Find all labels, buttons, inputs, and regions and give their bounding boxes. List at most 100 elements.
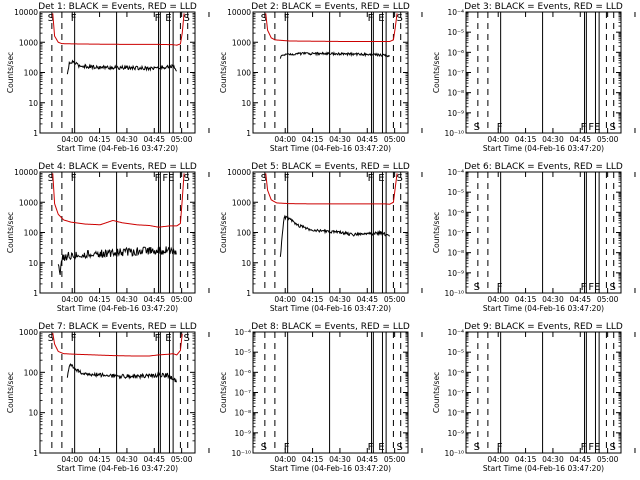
event-marker-label: F <box>71 173 77 184</box>
y-tick-label: 10⁻⁴ <box>447 328 464 337</box>
y-tick-label: 10⁻¹⁰ <box>444 129 464 138</box>
y-tick-label: 10⁻⁶ <box>447 208 464 217</box>
plot-frame <box>252 331 409 454</box>
x-tick-label: 04:30 <box>116 295 138 304</box>
lld-series-line <box>52 13 185 46</box>
detector-chart: Det 1: BLACK = Events, RED = LLD 1 10 100 10… <box>6 2 210 153</box>
event-marker-label: S <box>184 173 190 184</box>
chart-title: Det 3: BLACK = Events, RED = LLD <box>464 2 623 12</box>
x-axis-label: Start Time (04-Feb-16 03:47:20) <box>270 304 391 313</box>
y-tick-label: 10⁻⁶ <box>447 48 464 57</box>
event-marker-label: FE <box>588 282 600 293</box>
y-tick-label: 100 <box>24 368 39 377</box>
x-tick-label: 04:30 <box>329 135 351 144</box>
x-tick-label: 04:45 <box>143 135 165 144</box>
y-tick-label: 10⁻⁹ <box>447 109 464 118</box>
chart-title: Det 2: BLACK = Events, RED = LLD <box>251 2 410 12</box>
y-tick-label: 10⁻⁹ <box>447 429 464 438</box>
event-marker-label: S <box>474 122 480 133</box>
y-tick-label: 10⁻⁴ <box>447 168 464 177</box>
event-marker-label: E <box>165 333 171 344</box>
y-tick-label: 1 <box>246 129 251 138</box>
event-marker-label: F <box>284 13 290 24</box>
y-tick-label: 10⁻¹⁰ <box>444 289 464 298</box>
x-tick-label: 04:00 <box>487 135 509 144</box>
detector-panel: Det 1: BLACK = Events, RED = LLD 1 10 100 10… <box>0 0 213 160</box>
y-tick-label: 10000 <box>227 168 251 177</box>
event-marker-label: S <box>474 282 480 293</box>
lld-series-line <box>52 173 185 228</box>
x-axis-label: Start Time (04-Feb-16 03:47:20) <box>57 144 178 153</box>
detector-panel: Det 3: BLACK = Events, RED = LLD 10⁻¹⁰ 10⁻… <box>426 0 639 160</box>
y-tick-label: 10⁻⁷ <box>447 229 464 238</box>
event-marker-label: F <box>497 122 503 133</box>
x-tick-label: 05:00 <box>171 455 193 464</box>
event-marker-label: S <box>474 442 480 453</box>
y-tick-label: 1 <box>33 449 38 458</box>
x-tick-label: 05:00 <box>384 295 406 304</box>
y-tick-label: 10⁻⁵ <box>234 348 251 357</box>
event-marker-label: E <box>165 13 171 24</box>
y-tick-label: 1 <box>246 289 251 298</box>
y-tick-label: 10⁻⁸ <box>447 409 464 418</box>
plot-frame <box>465 331 622 454</box>
y-axis-label: Counts/sec <box>6 52 15 93</box>
y-tick-label: 1000 <box>19 198 38 207</box>
plot-frame <box>465 171 622 294</box>
x-tick-label: 04:15 <box>515 455 537 464</box>
y-tick-label: 10 <box>241 99 251 108</box>
y-tick-label: 10⁻⁶ <box>234 368 251 377</box>
x-tick-label: 04:45 <box>356 135 378 144</box>
event-marker-label: S <box>261 173 267 184</box>
event-marker-label: F <box>497 282 503 293</box>
y-tick-label: 1000 <box>232 38 251 47</box>
detector-chart: Det 5: BLACK = Events, RED = LLD 1 10 100 10… <box>219 162 423 313</box>
x-tick-label: 05:00 <box>171 135 193 144</box>
y-tick-label: 10⁻⁸ <box>234 409 251 418</box>
x-tick-label: 05:00 <box>597 295 619 304</box>
lld-series-line <box>265 173 398 205</box>
event-marker-label: S <box>48 173 54 184</box>
x-axis-label: Start Time (04-Feb-16 03:47:20) <box>483 304 604 313</box>
y-axis-label: Counts/sec <box>6 212 15 253</box>
event-marker-label: F <box>155 13 161 24</box>
x-tick-label: 04:30 <box>542 135 564 144</box>
events-series-line <box>57 246 177 276</box>
x-tick-label: 04:00 <box>61 135 83 144</box>
x-tick-label: 05:00 <box>384 135 406 144</box>
y-axis-label: Counts/sec <box>219 52 228 93</box>
y-tick-label: 10⁻⁷ <box>447 69 464 78</box>
event-marker-label: S <box>610 442 616 453</box>
x-tick-label: 04:45 <box>143 295 165 304</box>
event-marker-label: F <box>368 13 374 24</box>
x-axis-label: Start Time (04-Feb-16 03:47:20) <box>483 144 604 153</box>
x-axis-label: Start Time (04-Feb-16 03:47:20) <box>57 464 178 473</box>
detector-panel: Det 9: BLACK = Events, RED = LLD 10⁻¹⁰ 10⁻… <box>426 320 639 480</box>
event-marker-label: FE <box>588 122 600 133</box>
chart-title: Det 8: BLACK = Events, RED = LLD <box>251 322 410 332</box>
x-tick-label: 04:00 <box>274 295 296 304</box>
y-tick-label: 10⁻⁵ <box>447 28 464 37</box>
x-tick-label: 04:45 <box>356 455 378 464</box>
event-marker-label: FE <box>162 173 174 184</box>
event-marker-label: S <box>184 333 190 344</box>
y-tick-label: 10⁻⁸ <box>447 249 464 258</box>
y-tick-label: 10000 <box>227 8 251 17</box>
x-tick-label: 05:00 <box>171 295 193 304</box>
x-tick-label: 04:15 <box>515 295 537 304</box>
y-tick-label: 1 <box>33 129 38 138</box>
x-tick-label: 04:30 <box>116 135 138 144</box>
x-tick-label: 04:00 <box>61 295 83 304</box>
y-axis-label: Counts/sec <box>432 212 441 253</box>
detector-panel: Det 7: BLACK = Events, RED = LLD 1 10 100 10… <box>0 320 213 480</box>
x-axis-label: Start Time (04-Feb-16 03:47:20) <box>270 144 391 153</box>
x-tick-label: 04:45 <box>356 295 378 304</box>
detector-chart: Det 2: BLACK = Events, RED = LLD 1 10 100 10… <box>219 2 423 153</box>
event-marker-label: F <box>368 173 374 184</box>
y-tick-label: 10⁻¹⁰ <box>444 449 464 458</box>
events-series-line <box>66 363 177 383</box>
event-marker-label: S <box>397 173 403 184</box>
event-marker-label: FE <box>588 442 600 453</box>
detector-panel: Det 4: BLACK = Events, RED = LLD 1 10 100 10… <box>0 160 213 320</box>
detector-chart: Det 7: BLACK = Events, RED = LLD 1 10 100 10… <box>6 322 210 473</box>
